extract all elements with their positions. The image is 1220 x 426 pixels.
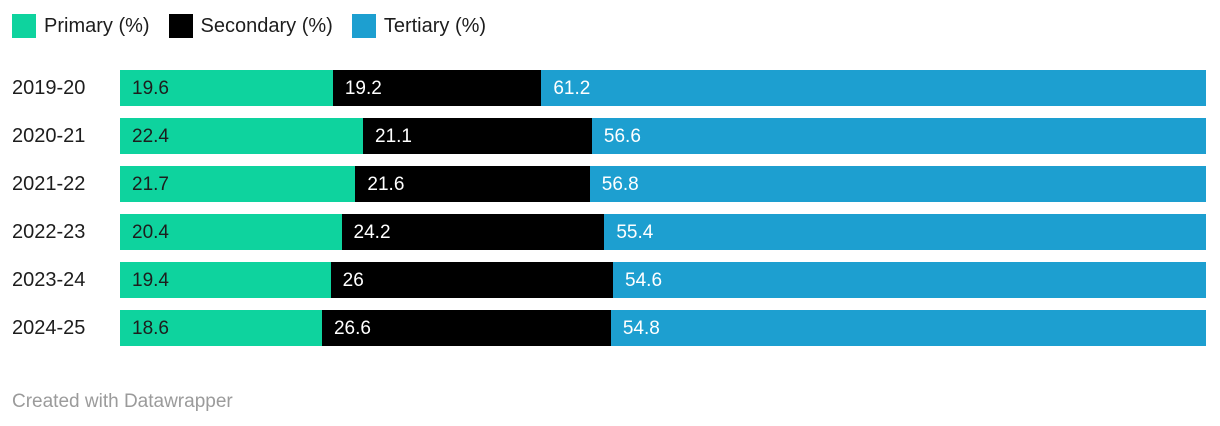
value-label: 56.6 [603, 126, 641, 147]
value-label: 21.7 [132, 174, 169, 195]
bar-segment-secondary[interactable]: 21.1 [363, 118, 592, 154]
value-label: 21.1 [375, 126, 412, 147]
bar-segment-secondary[interactable]: 26 [330, 262, 614, 298]
legend-swatch-primary [12, 14, 36, 38]
bar-segment-secondary[interactable]: 21.6 [355, 166, 590, 202]
stacked-bar: 19.4 26 54.6 [120, 262, 1206, 298]
category-label: 2020-21 [12, 125, 86, 147]
bar-segment-primary[interactable]: 19.6 [120, 70, 333, 106]
value-label: 22.4 [132, 126, 169, 147]
bar-row: 2022-23 20.4 24.2 55.4 [0, 214, 1220, 250]
value-label: 21.6 [367, 174, 405, 195]
bar-segment-secondary[interactable]: 26.6 [321, 310, 611, 346]
bar-segment-tertiary[interactable]: 55.4 [604, 214, 1206, 250]
category-label: 2021-22 [12, 173, 86, 195]
value-label: 26 [342, 270, 364, 291]
bar-row: 2020-21 22.4 21.1 56.6 [0, 118, 1220, 154]
bar-segment-tertiary[interactable]: 54.6 [613, 262, 1206, 298]
legend: Primary (%) Secondary (%) Tertiary (%) [12, 14, 486, 38]
legend-item-tertiary: Tertiary (%) [351, 14, 487, 38]
stacked-bar-chart: 2019-20 19.6 19.2 61.2 2020-21 22.4 21.1… [0, 70, 1220, 358]
bar-row: 2024-25 18.6 26.6 54.8 [0, 310, 1220, 346]
bar-segment-tertiary[interactable]: 54.8 [610, 310, 1206, 346]
stacked-bar: 20.4 24.2 55.4 [120, 214, 1206, 250]
value-label: 26.6 [333, 318, 371, 339]
legend-label-tertiary: Tertiary (%) [383, 15, 487, 37]
bar-segment-tertiary[interactable]: 56.6 [591, 118, 1206, 154]
bar-segment-primary[interactable]: 20.4 [120, 214, 342, 250]
datawrapper-credit-link[interactable]: Created with Datawrapper [12, 391, 233, 412]
category-label: 2022-23 [12, 221, 86, 243]
bar-segment-primary[interactable]: 21.7 [120, 166, 356, 202]
value-label: 54.6 [625, 270, 663, 291]
value-label: 54.8 [622, 318, 660, 339]
legend-label-primary: Primary (%) [44, 15, 150, 37]
value-label: 24.2 [353, 222, 391, 243]
legend-item-primary: Primary (%) [12, 14, 150, 38]
value-label: 18.6 [132, 318, 169, 339]
value-label: 20.4 [132, 222, 169, 243]
stacked-bar: 19.6 19.2 61.2 [120, 70, 1206, 106]
bar-segment-tertiary[interactable]: 61.2 [541, 70, 1206, 106]
category-label: 2019-20 [12, 77, 86, 99]
value-label: 19.6 [132, 78, 169, 99]
bar-segment-primary[interactable]: 22.4 [120, 118, 364, 154]
bar-segment-tertiary[interactable]: 56.8 [589, 166, 1206, 202]
bar-segment-primary[interactable]: 19.4 [120, 262, 331, 298]
bar-row: 2019-20 19.6 19.2 61.2 [0, 70, 1220, 106]
bar-row: 2023-24 19.4 26 54.6 [0, 262, 1220, 298]
legend-swatch-secondary [168, 14, 193, 38]
value-label: 56.8 [601, 174, 639, 195]
stacked-bar: 21.7 21.6 56.8 [120, 166, 1206, 202]
category-label: 2023-24 [12, 269, 86, 291]
legend-label-secondary: Secondary (%) [200, 15, 333, 37]
bar-segment-secondary[interactable]: 24.2 [341, 214, 605, 250]
value-label: 19.2 [344, 78, 382, 99]
bar-segment-secondary[interactable]: 19.2 [332, 70, 542, 106]
legend-swatch-tertiary [351, 14, 376, 38]
value-label: 61.2 [553, 78, 591, 99]
value-label: 19.4 [132, 270, 169, 291]
stacked-bar: 22.4 21.1 56.6 [120, 118, 1206, 154]
legend-item-secondary: Secondary (%) [168, 14, 333, 38]
bar-row: 2021-22 21.7 21.6 56.8 [0, 166, 1220, 202]
category-label: 2024-25 [12, 317, 86, 339]
stacked-bar: 18.6 26.6 54.8 [120, 310, 1206, 346]
value-label: 55.4 [616, 222, 654, 243]
bar-segment-primary[interactable]: 18.6 [120, 310, 322, 346]
